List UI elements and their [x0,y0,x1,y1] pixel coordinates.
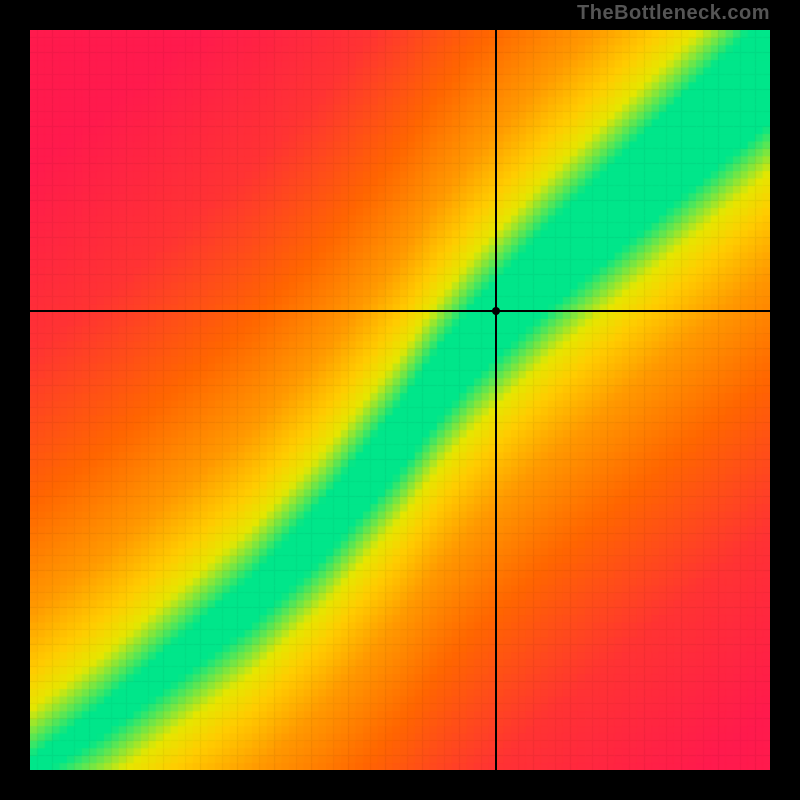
heatmap-canvas [30,30,770,770]
chart-frame: TheBottleneck.com [0,0,800,800]
watermark-text: TheBottleneck.com [577,2,770,25]
crosshair-horizontal [30,310,770,312]
crosshair-vertical [495,30,497,770]
crosshair-marker [492,307,500,315]
bottleneck-heatmap [30,30,770,770]
